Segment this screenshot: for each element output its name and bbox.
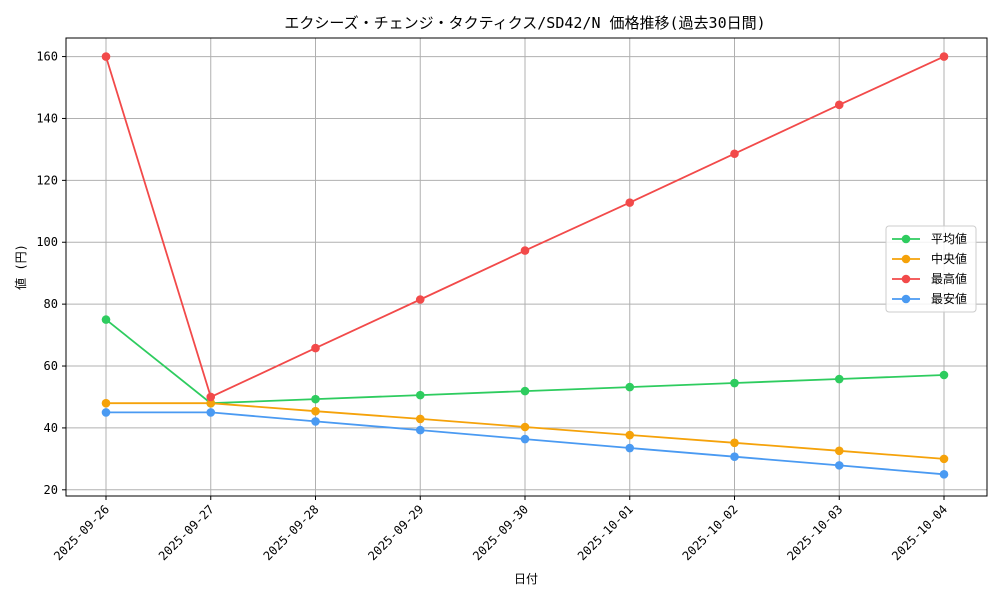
data-point [730, 149, 739, 159]
legend-swatch-marker [901, 294, 911, 304]
data-point [939, 470, 949, 479]
data-point [520, 386, 530, 396]
x-tick-label: 2025-10-01 [575, 502, 636, 563]
y-axis-label: 値 (円) [13, 244, 28, 290]
data-point [101, 408, 111, 417]
data-point [625, 382, 635, 392]
data-point [520, 246, 530, 255]
legend-swatch-marker [901, 254, 911, 264]
data-point [311, 343, 320, 353]
x-axis-label: 日付 [514, 572, 538, 586]
x-axis: 2025-09-26 2025-09-27 2025-09-28 2025-09-29… [51, 496, 950, 563]
y-tick-label: 20 [44, 483, 58, 497]
legend-item: 平均値 [892, 231, 967, 246]
x-tick-label: 2025-09-30 [470, 502, 531, 563]
data-point [101, 398, 111, 408]
x-tick-label: 2025-10-03 [784, 502, 845, 563]
legend-swatch-marker [901, 274, 911, 284]
data-point [415, 425, 425, 435]
data-point [415, 414, 425, 424]
legend-item: 最高値 [892, 271, 967, 286]
y-tick-label: 60 [44, 359, 58, 373]
y-tick-label: 100 [36, 235, 58, 249]
data-point [730, 378, 739, 388]
data-point [625, 198, 635, 207]
series-layer [101, 52, 949, 479]
legend-label: 最高値 [931, 271, 967, 286]
data-point [415, 295, 425, 304]
x-tick-label: 2025-10-04 [889, 502, 950, 563]
plot-frame [65, 37, 988, 497]
x-tick-label: 2025-09-27 [156, 502, 217, 563]
y-tick-label: 40 [44, 421, 58, 435]
data-point [730, 438, 739, 448]
data-point [625, 430, 635, 440]
data-point [834, 100, 844, 110]
data-point [206, 392, 216, 402]
legend-label: 中央値 [931, 251, 967, 266]
data-point [101, 52, 111, 61]
data-point [520, 422, 530, 432]
y-tick-label: 120 [36, 173, 58, 187]
data-point [625, 443, 635, 453]
x-tick-label: 2025-09-26 [51, 502, 112, 563]
data-point [311, 394, 320, 404]
data-point [939, 370, 949, 380]
series-2 [101, 398, 949, 464]
x-tick-label: 2025-10-02 [680, 502, 741, 563]
legend-box [885, 225, 977, 313]
data-point [520, 434, 530, 444]
legend-label: 平均値 [931, 231, 967, 246]
data-point [311, 406, 320, 416]
y-tick-label: 140 [36, 111, 58, 125]
data-point [834, 446, 844, 456]
data-point [834, 461, 844, 470]
x-tick-label: 2025-09-28 [261, 502, 322, 563]
legend-label: 最安値 [931, 291, 967, 306]
chart-title: エクシーズ・チェンジ・タクティクス/SD42/N 価格推移(過去30日間) [284, 14, 765, 32]
data-point [730, 452, 739, 461]
y-axis: 20 40 60 80 100 120 140 160 [36, 50, 66, 497]
series-4 [101, 408, 949, 479]
x-tick-label: 2025-09-29 [365, 502, 426, 563]
data-point [415, 390, 425, 400]
series-1 [101, 315, 949, 408]
grid [66, 38, 987, 496]
data-point [206, 408, 216, 417]
data-point [939, 52, 949, 61]
data-point [101, 315, 111, 324]
data-point [206, 398, 216, 408]
legend-item: 中央値 [892, 251, 967, 266]
data-point [939, 454, 949, 464]
legend-item: 最安値 [892, 291, 967, 306]
legend-swatch-marker [901, 234, 911, 244]
data-point [834, 374, 844, 384]
y-tick-label: 160 [36, 50, 58, 64]
data-point [311, 417, 320, 426]
series-3 [101, 52, 949, 402]
y-tick-label: 80 [44, 297, 58, 311]
